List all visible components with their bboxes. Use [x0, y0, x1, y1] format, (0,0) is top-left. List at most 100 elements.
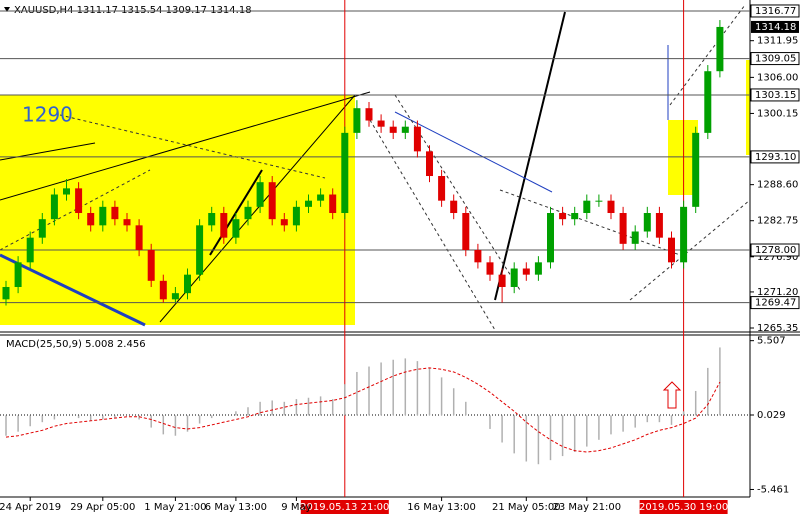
y-tick-label: 1265.35 [757, 323, 798, 334]
candle-body [232, 219, 240, 238]
candle-body [365, 108, 373, 121]
y-tick-label: 1311.95 [757, 36, 798, 47]
level-label-box [750, 52, 800, 66]
marker-label: 2019.05.30 19:00 [639, 502, 728, 513]
annotation: 1290 [22, 103, 73, 127]
y-tick-label: 0.029 [757, 410, 786, 421]
candle-body [184, 274, 191, 294]
candle-body [220, 213, 228, 238]
level-label-box [750, 88, 800, 102]
candle-body [510, 268, 518, 287]
candle-body [680, 206, 688, 263]
y-tick-label: 1300.15 [757, 108, 798, 119]
candle-body [171, 293, 179, 300]
channel-line [369, 119, 496, 331]
level-label: 1269.47 [755, 298, 796, 309]
candle-body [583, 200, 591, 214]
channel-line [499, 189, 681, 256]
candle-body [63, 188, 70, 195]
trend-line [159, 94, 356, 323]
x-tick-label: 21 May 05:00 [492, 502, 561, 513]
marker-label-box [300, 500, 389, 514]
x-tick-label: 24 Apr 2019 [0, 502, 61, 513]
candle-body [38, 219, 46, 238]
candle-body [268, 182, 276, 220]
candle-body [196, 225, 204, 275]
candle-body [462, 213, 470, 251]
candle-body [135, 225, 143, 251]
candle-body [26, 237, 34, 263]
last-price-label: 1314.18 [755, 22, 796, 33]
candle-body [559, 213, 567, 220]
candle-body [389, 126, 397, 133]
candle-body [401, 126, 409, 133]
candle-body [450, 200, 458, 214]
x-tick-label: 23 May 21:00 [553, 502, 622, 513]
marker-label: 2019.05.13 21:00 [300, 502, 389, 513]
candle-body [692, 132, 700, 207]
y-tick-label: -5.461 [757, 484, 789, 495]
y-tick-label: 5.507 [757, 336, 786, 347]
candle-body [208, 213, 216, 226]
candle-body [341, 132, 349, 214]
channel-line [0, 169, 151, 251]
candle-body [147, 250, 155, 281]
level-label: 1293.10 [755, 152, 796, 163]
level-label-box [750, 4, 800, 18]
candle-body [413, 126, 421, 152]
y-tick-label: 1306.00 [757, 72, 798, 83]
candle-body [292, 206, 300, 226]
highlight-zone [746, 60, 750, 155]
signal-line [5, 367, 721, 453]
candle-body [280, 219, 288, 226]
candle-body [244, 206, 252, 220]
trend-line [494, 11, 566, 301]
candle-body [123, 219, 131, 226]
candle-body [2, 286, 10, 300]
x-tick-label: 29 Apr 05:00 [70, 502, 135, 513]
candle-body [607, 200, 615, 214]
candle-body [111, 206, 119, 220]
candle-body [75, 188, 83, 214]
level-label-box [750, 150, 800, 164]
candle-body [704, 71, 712, 133]
candle-body [595, 200, 603, 202]
candle-body [547, 213, 554, 263]
trend-line [394, 111, 553, 193]
channel-line [669, 4, 746, 106]
candle-body [438, 176, 446, 201]
level-label: 1316.77 [755, 6, 796, 17]
candle-body [498, 274, 506, 287]
candle-body [716, 26, 724, 72]
candle-body [522, 268, 530, 275]
x-tick-label: 16 May 13:00 [407, 502, 476, 513]
y-tick-label: 1276.90 [757, 252, 798, 263]
candle-body [317, 194, 325, 201]
candle-body [571, 213, 579, 220]
level-label-box [750, 296, 800, 310]
candle-body [631, 231, 639, 244]
candle-body [329, 194, 337, 214]
candle-body [643, 213, 651, 232]
y-tick-label: 1271.20 [757, 287, 798, 298]
candle-body [353, 108, 361, 133]
symbol-icon [4, 7, 10, 12]
candle-body [619, 213, 627, 244]
candle-body [99, 206, 107, 226]
x-tick-label: 9 May [281, 502, 311, 513]
level-label-box [750, 243, 800, 257]
candle-body [50, 194, 58, 220]
y-tick-label: 1282.75 [757, 216, 798, 227]
level-label: 1303.15 [755, 90, 796, 101]
candle-body [426, 151, 433, 177]
candle-body [377, 120, 385, 127]
trend-line [0, 91, 371, 201]
candle-body [486, 262, 494, 275]
candle-body [534, 262, 542, 275]
candle-body [14, 262, 22, 287]
x-tick-label: 6 May 13:00 [205, 502, 267, 513]
x-tick-label: 1 May 21:00 [144, 502, 206, 513]
candle-body [305, 200, 312, 207]
y-tick-label: 1288.60 [757, 180, 798, 191]
